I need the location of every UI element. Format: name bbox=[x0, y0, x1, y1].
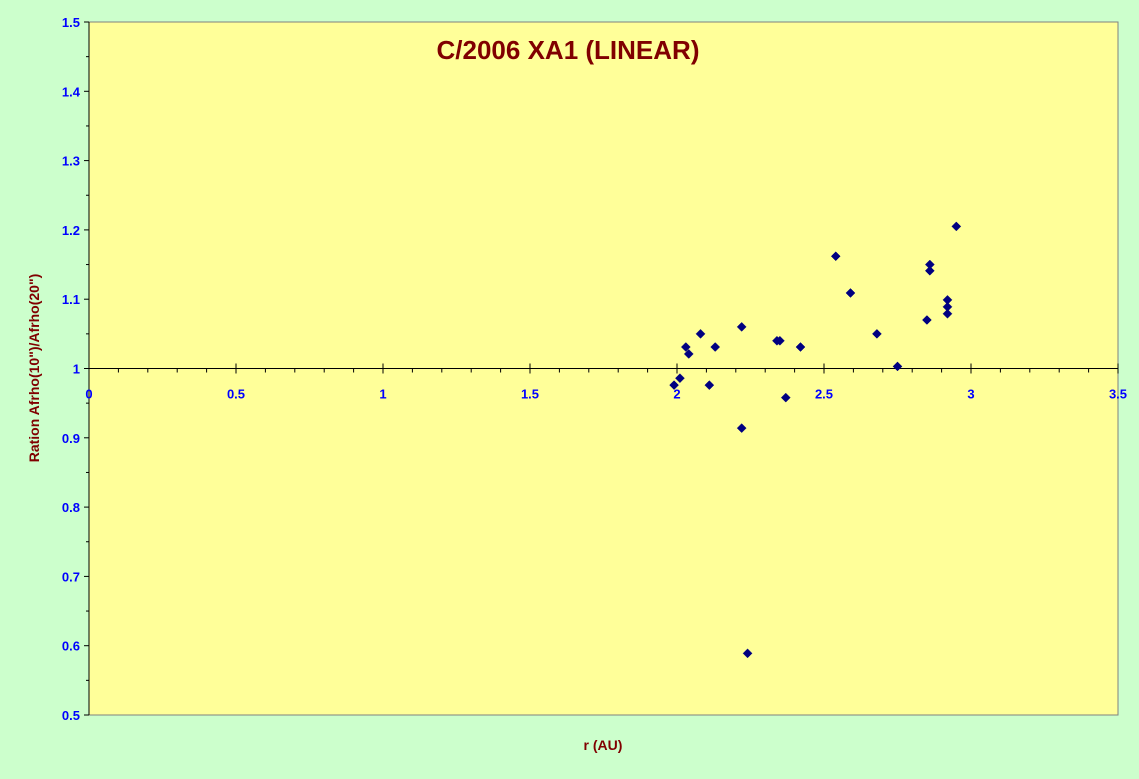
y-tick-label: 1 bbox=[73, 362, 80, 377]
data-point bbox=[669, 380, 679, 390]
data-point bbox=[736, 322, 747, 332]
y-tick-label: 1.1 bbox=[62, 292, 80, 307]
y-tick-label: 1.5 bbox=[62, 15, 80, 30]
data-point bbox=[742, 648, 753, 659]
x-tick-label: 2.5 bbox=[815, 387, 833, 402]
y-tick-label: 0.6 bbox=[62, 639, 80, 654]
x-tick-label: 0 bbox=[85, 387, 92, 402]
data-point bbox=[680, 342, 691, 352]
data-point bbox=[951, 221, 962, 232]
y-tick-label: 0.5 bbox=[62, 708, 80, 723]
x-axis-title: r (AU) bbox=[584, 737, 623, 753]
data-point bbox=[872, 328, 882, 339]
x-tick-label: 0.5 bbox=[227, 387, 245, 402]
data-points bbox=[669, 221, 962, 659]
data-point bbox=[942, 308, 953, 319]
chart-title: C/2006 XA1 (LINEAR) bbox=[437, 35, 700, 65]
data-point bbox=[695, 328, 706, 339]
data-point bbox=[780, 392, 791, 403]
y-tick-label: 1.4 bbox=[62, 84, 81, 99]
data-point bbox=[922, 315, 932, 325]
y-tick-label: 0.7 bbox=[62, 569, 80, 584]
x-tick-label: 2 bbox=[673, 387, 680, 402]
y-axis-title: Ration Afrho(10")/Afrho(20") bbox=[26, 274, 42, 463]
data-point bbox=[710, 342, 721, 352]
data-point bbox=[683, 349, 694, 359]
data-point bbox=[830, 251, 841, 262]
axes: 0.5 0.6 0.7 0.8 0.9 1 1.1 1.2 1.3 1.4 1.5 0 0.5 1 1.5 2… bbox=[62, 15, 1127, 723]
data-point bbox=[775, 335, 785, 346]
y-tick-label: 1.2 bbox=[62, 223, 80, 238]
data-point bbox=[736, 423, 747, 433]
data-point bbox=[675, 373, 685, 384]
x-tick-label: 3 bbox=[967, 387, 974, 402]
x-tick-label: 1 bbox=[379, 387, 386, 402]
y-tick-label: 0.8 bbox=[62, 500, 80, 515]
data-point bbox=[704, 380, 715, 390]
data-point bbox=[845, 288, 856, 298]
data-point bbox=[795, 342, 806, 352]
y-tick-label: 0.9 bbox=[62, 431, 80, 446]
x-tick-label: 1.5 bbox=[521, 387, 539, 402]
x-tick-label: 3.5 bbox=[1109, 387, 1127, 402]
y-tick-label: 1.3 bbox=[62, 154, 80, 169]
data-point bbox=[892, 361, 903, 372]
data-point bbox=[924, 265, 935, 276]
